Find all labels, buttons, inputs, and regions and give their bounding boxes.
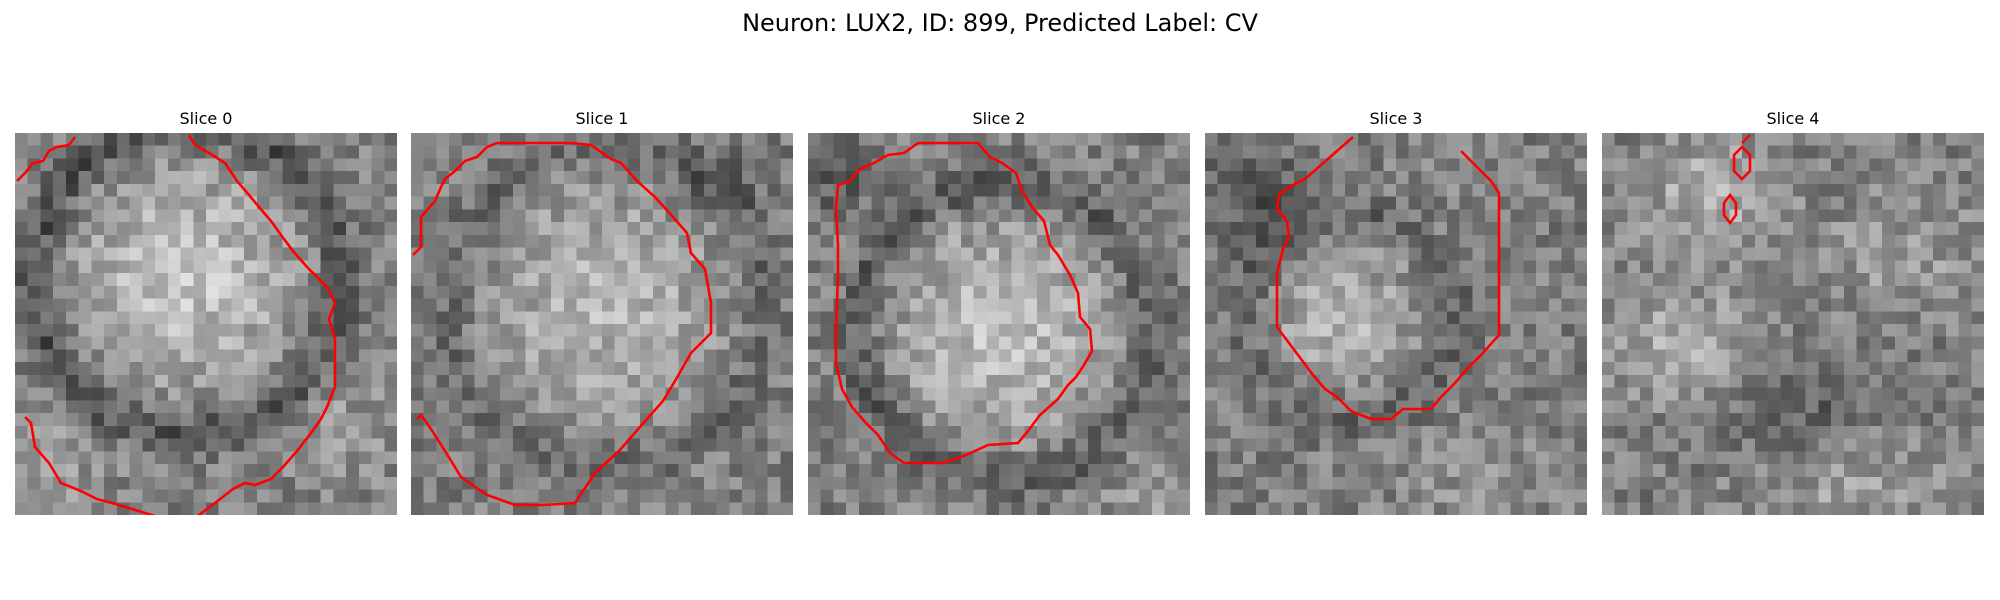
slice-image-1 xyxy=(411,133,793,515)
slice-panel-2: Slice 2 xyxy=(808,108,1190,515)
slice-panel-1: Slice 1 xyxy=(411,108,793,515)
slice-title-2: Slice 2 xyxy=(972,109,1026,128)
slice-title-3: Slice 3 xyxy=(1369,109,1423,128)
slice-panel-0: Slice 0 xyxy=(15,108,397,515)
figure-title: Neuron: LUX2, ID: 899, Predicted Label: … xyxy=(742,9,1258,37)
slice-panel-3: Slice 3 xyxy=(1205,108,1587,515)
slice-image-4 xyxy=(1602,133,1984,515)
slice-image-0 xyxy=(15,133,397,515)
slice-image-2 xyxy=(808,133,1190,515)
slice-title-4: Slice 4 xyxy=(1766,109,1820,128)
slice-title-1: Slice 1 xyxy=(575,109,629,128)
slice-panel-4: Slice 4 xyxy=(1602,108,1984,515)
slice-image-3 xyxy=(1205,133,1587,515)
slice-title-0: Slice 0 xyxy=(179,109,233,128)
